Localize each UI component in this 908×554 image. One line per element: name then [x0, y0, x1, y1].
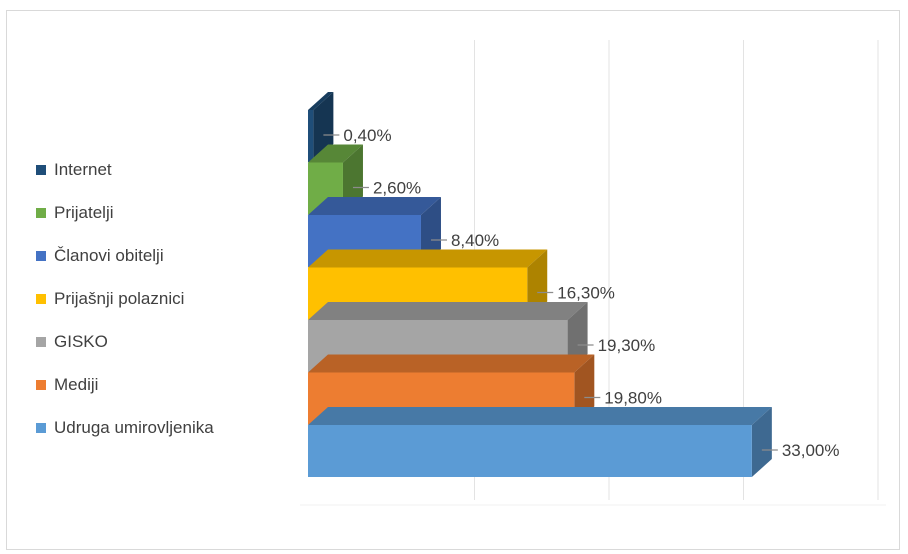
- data-label: 8,40%: [451, 231, 499, 250]
- legend-item: Prijatelji: [36, 191, 276, 234]
- bar-top-face: [308, 249, 548, 268]
- legend-label: Mediji: [54, 374, 99, 394]
- bar: [308, 425, 752, 477]
- legend-label: Udruga umirovljenika: [54, 417, 214, 437]
- legend-label: Članovi obitelji: [54, 245, 164, 265]
- legend-item: Mediji: [36, 363, 276, 406]
- legend-swatch: [36, 250, 46, 261]
- legend-item: Prijašnji polaznici: [36, 277, 276, 320]
- bar-top-face: [308, 302, 588, 320]
- legend-swatch: [36, 336, 46, 347]
- legend-swatch: [36, 207, 46, 218]
- bar-side-face: [751, 407, 772, 477]
- bar: [308, 110, 314, 162]
- chart-legend: Internet Prijatelji Članovi obitelji Prijaš…: [36, 148, 276, 449]
- legend-label: Internet: [54, 159, 112, 179]
- data-label: 33,00%: [782, 441, 840, 460]
- bar-top-face: [308, 144, 363, 163]
- data-label: 2,60%: [373, 179, 421, 198]
- legend-item: Udruga umirovljenika: [36, 406, 276, 449]
- bar-top-face: [308, 197, 441, 215]
- legend-swatch: [36, 293, 46, 304]
- legend-label: Prijatelji: [54, 202, 114, 222]
- bar-top-face: [308, 354, 595, 373]
- legend-label: GISKO: [54, 331, 108, 351]
- legend-label: Prijašnji polaznici: [54, 288, 185, 308]
- data-label: 16,30%: [557, 284, 615, 303]
- legend-swatch: [36, 422, 46, 433]
- data-label: 0,40%: [343, 126, 391, 145]
- legend-item: Članovi obitelji: [36, 234, 276, 277]
- data-label: 19,30%: [598, 336, 656, 355]
- bar-top-face: [308, 407, 772, 425]
- legend-item: GISKO: [36, 320, 276, 363]
- bar-top-face: [308, 92, 334, 110]
- legend-item: Internet: [36, 148, 276, 191]
- legend-swatch: [36, 379, 46, 390]
- legend-swatch: [36, 164, 46, 175]
- data-label: 19,80%: [604, 389, 662, 408]
